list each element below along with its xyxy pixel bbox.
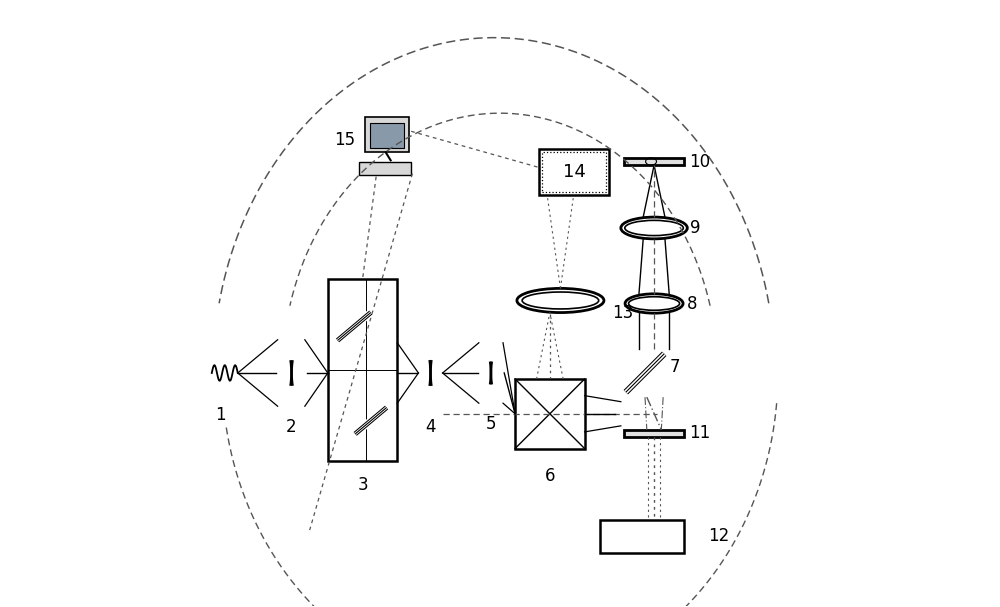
Text: 11: 11 [689, 424, 710, 443]
Bar [359, 161, 411, 175]
Text: 14: 14 [563, 163, 585, 181]
Text: 2: 2 [286, 418, 297, 436]
Bar [365, 117, 409, 152]
Bar [370, 123, 404, 148]
Bar [328, 279, 397, 461]
Text: 9: 9 [690, 219, 701, 237]
Text: 5: 5 [486, 415, 496, 433]
Text: 7: 7 [669, 358, 680, 376]
Bar [624, 158, 684, 165]
Text: 8: 8 [687, 294, 698, 313]
Bar [542, 152, 606, 192]
Text: 1: 1 [216, 406, 226, 424]
Bar [624, 430, 684, 437]
Text: 13: 13 [612, 304, 633, 322]
Text: 4: 4 [425, 418, 436, 436]
Bar [600, 520, 684, 553]
Text: 3: 3 [357, 476, 368, 493]
Text: 6: 6 [545, 467, 555, 485]
Text: 10: 10 [689, 152, 710, 171]
Text: 12: 12 [708, 527, 730, 545]
Text: 15: 15 [334, 131, 355, 149]
Bar [515, 379, 585, 449]
Bar [539, 149, 609, 195]
